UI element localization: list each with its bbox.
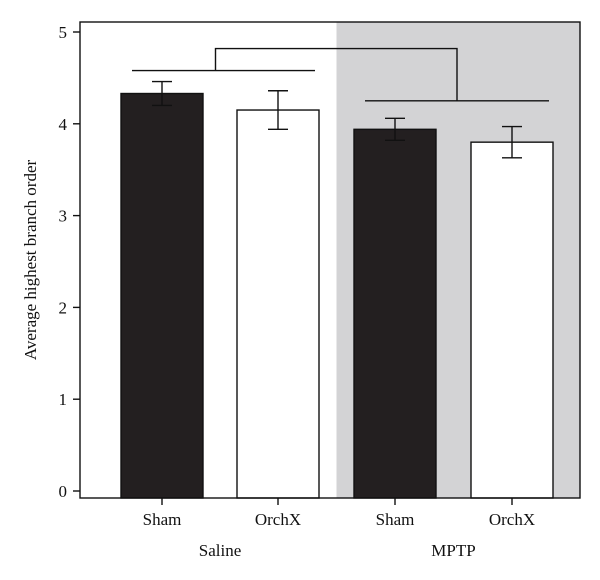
comparison-bracket-path-2: [214, 47, 458, 101]
bar-2: [353, 128, 437, 499]
y-tick-label-1: 1: [59, 390, 68, 409]
error-bar-3: [502, 125, 522, 159]
bar-1: [236, 109, 320, 499]
plot-frame: [79, 21, 581, 499]
bar-0: [120, 92, 204, 499]
comparison-bracket-2: [214, 47, 458, 101]
y-axis-title: Average highest branch order: [21, 160, 40, 361]
error-bar-2: [385, 117, 405, 142]
y-tick-label-4: 4: [59, 115, 68, 134]
y-tick-label-3: 3: [59, 207, 68, 226]
error-bar-1: [268, 90, 288, 131]
category-label-1: OrchX: [255, 510, 301, 529]
category-label-3: OrchX: [489, 510, 535, 529]
group-label-saline: Saline: [199, 541, 242, 560]
y-tick-label-5: 5: [59, 23, 68, 42]
y-tick-label-0: 0: [59, 482, 68, 501]
category-label-0: Sham: [143, 510, 182, 529]
category-label-2: Sham: [376, 510, 415, 529]
error-bar-0: [152, 80, 172, 107]
bar-3: [470, 141, 554, 499]
group-label-mptp: MPTP: [431, 541, 475, 560]
y-tick-label-2: 2: [59, 298, 68, 317]
